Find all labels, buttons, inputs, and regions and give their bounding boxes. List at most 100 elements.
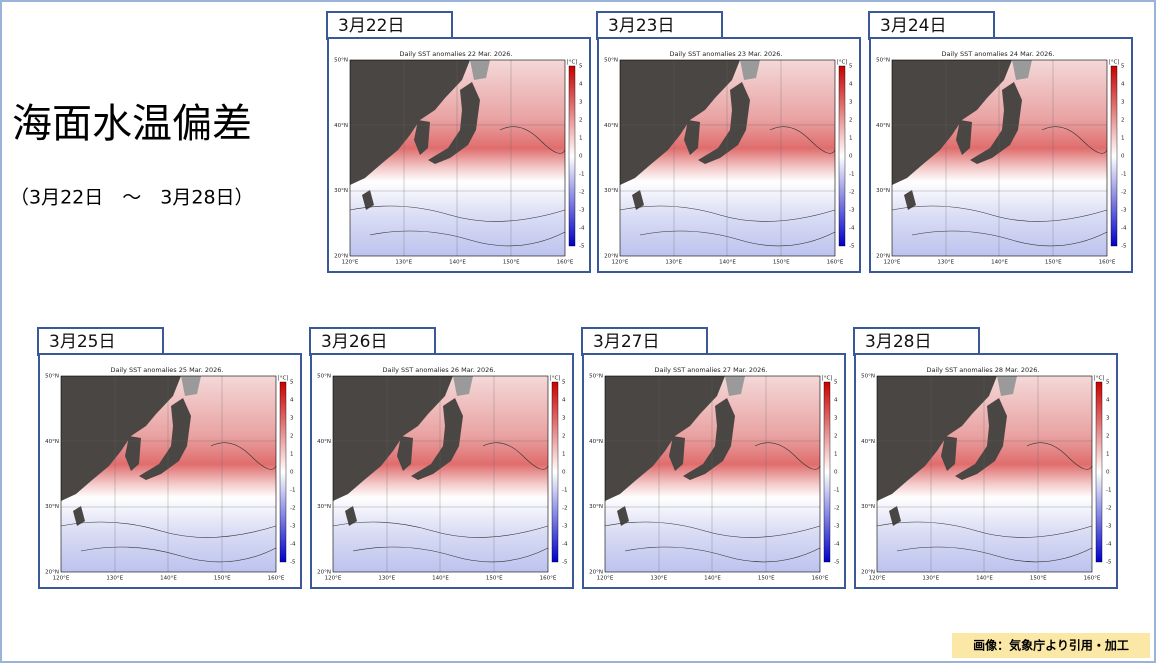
lon-label: 160°E [812,576,829,582]
lat-label: 50°N [334,58,348,64]
colorbar-tick: -3 [849,208,855,214]
lon-label: 140°E [719,260,736,266]
colorbar-tick: -3 [579,208,585,214]
date-tab [37,327,164,356]
date-label: 3月26日 [321,332,387,352]
lon-label: 130°E [650,576,667,582]
lon-label: 150°E [503,260,520,266]
lat-label: 20°N [45,570,59,576]
lon-label: 130°E [937,260,954,266]
colorbar-tick: 3 [579,100,583,106]
map-border [349,59,566,257]
lat-label: 50°N [589,374,603,380]
lon-label: 130°E [395,260,412,266]
lat-label: 30°N [604,188,618,194]
colorbar-tick: 3 [834,416,838,422]
colorbar-tick: -4 [1106,542,1112,548]
colorbar-tick: 0 [834,470,838,476]
colorbar-tick: 4 [1121,82,1125,88]
date-label: 3月23日 [608,16,674,36]
lon-label: 120°E [869,576,886,582]
colorbar-tick: 5 [562,380,566,386]
lat-label: 40°N [604,123,618,129]
colorbar-tick: 4 [290,398,294,404]
lat-label: 50°N [861,374,875,380]
colorbar-tick: -5 [579,244,585,250]
map-border [619,59,836,257]
lon-label: 160°E [1084,576,1101,582]
lon-label: 130°E [665,260,682,266]
lat-label: 30°N [589,504,603,510]
lon-label: 150°E [486,576,503,582]
colorbar-tick: -5 [849,244,855,250]
colorbar-tick: 2 [1106,434,1110,440]
lon-label: 130°E [378,576,395,582]
lat-label: 30°N [861,504,875,510]
lon-label: 150°E [1030,576,1047,582]
colorbar-tick: -3 [562,524,568,530]
lat-label: 40°N [876,123,890,129]
colorbar-tick: 1 [1121,136,1125,142]
colorbar-tick: -5 [1106,560,1112,566]
colorbar-unit: [°C] [1094,376,1105,382]
colorbar-tick: 1 [1106,452,1110,458]
colorbar-tick: 0 [1106,470,1110,476]
subtitle: （3月22日 ～ 3月28日） [10,187,254,209]
lon-label: 150°E [758,576,775,582]
date-label: 3月28日 [865,332,931,352]
date-tab [868,11,995,40]
colorbar-tick: -3 [834,524,840,530]
lat-label: 30°N [45,504,59,510]
colorbar-tick: -1 [834,488,839,494]
colorbar-tick: -1 [1121,172,1126,178]
lat-label: 50°N [45,374,59,380]
colorbar-tick: 3 [1121,100,1125,106]
colorbar-tick: 3 [1106,416,1110,422]
colorbar-tick: 5 [834,380,838,386]
colorbar-tick: 1 [834,452,838,458]
credit-box [952,633,1150,658]
lon-label: 140°E [160,576,177,582]
colorbar-tick: 3 [562,416,566,422]
colorbar-tick: -4 [834,542,840,548]
colorbar [279,381,287,563]
lon-label: 120°E [612,260,629,266]
colorbar-unit: [°C] [550,376,561,382]
lon-label: 120°E [597,576,614,582]
lat-label: 30°N [876,188,890,194]
lon-label: 140°E [976,576,993,582]
sst-map [604,375,821,573]
lon-label: 160°E [827,260,844,266]
colorbar [1110,65,1118,247]
colorbar-tick: -4 [1121,226,1127,232]
colorbar-tick: 0 [849,154,853,160]
sst-map [891,59,1108,257]
lon-label: 160°E [1099,260,1116,266]
colorbar-tick: 4 [1106,398,1110,404]
lon-label: 140°E [991,260,1008,266]
colorbar [568,65,576,247]
lat-label: 20°N [317,570,331,576]
sst-map [349,59,566,257]
colorbar [551,381,559,563]
lon-label: 140°E [704,576,721,582]
colorbar-tick: -2 [290,506,295,512]
colorbar-tick: -2 [579,190,584,196]
lon-label: 160°E [540,576,557,582]
lat-label: 50°N [604,58,618,64]
colorbar-tick: -3 [290,524,296,530]
colorbar-unit: [°C] [567,60,578,66]
colorbar-tick: 1 [562,452,566,458]
lon-label: 150°E [214,576,231,582]
colorbar-tick: -2 [562,506,567,512]
colorbar-unit: [°C] [822,376,833,382]
colorbar-tick: -1 [562,488,567,494]
colorbar-tick: 4 [562,398,566,404]
date-label: 3月25日 [49,332,115,352]
colorbar-tick: 5 [849,64,853,70]
lon-label: 160°E [268,576,285,582]
